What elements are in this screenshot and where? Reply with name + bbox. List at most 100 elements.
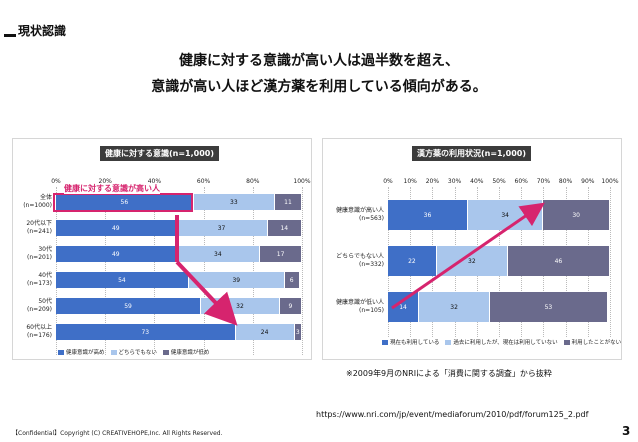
bar-segment: 32 [419, 292, 491, 322]
bar-segment: 9 [279, 298, 302, 314]
bar-segment: 33 [193, 194, 275, 210]
category-name: 60代以上 [26, 324, 52, 331]
axis-tick-label: 60% [514, 178, 528, 185]
bar-segment: 14 [267, 220, 302, 236]
axis-tick-label: 20% [98, 178, 112, 185]
category-label: 40代 (n=173) [12, 272, 52, 288]
gridline [154, 187, 156, 355]
legend-item: 過去に利用したが、現在は利用していない [445, 338, 558, 346]
bar-segment: 22 [388, 246, 437, 276]
bar-segment: 56 [56, 194, 194, 210]
axis-tick-label: 0% [383, 178, 393, 185]
legend-text: 健康意識が高め [66, 350, 105, 356]
axis-tick-label: 70% [536, 178, 551, 185]
axis-tick-label: 40% [470, 178, 484, 185]
axis-tick-label: 50% [492, 178, 506, 185]
axis-tick-label: 90% [581, 178, 595, 185]
category-label: 20代以下 (n=241) [12, 220, 52, 236]
stacked-bar: 49 34 17 [56, 246, 302, 262]
gridline [302, 187, 303, 355]
legend-swatch [162, 350, 169, 355]
left-chart-frame [12, 138, 312, 360]
axis-tick-label: 100% [293, 178, 311, 185]
bar-segment: 37 [176, 220, 268, 236]
bar-segment: 11 [274, 194, 302, 210]
legend-swatch [382, 340, 388, 345]
bar-segment: 34 [176, 246, 261, 262]
axis-tick-label: 30% [447, 178, 462, 185]
stacked-bar: 73 24 3 [56, 324, 302, 340]
category-n: (n=201) [27, 254, 52, 261]
arrow-left [175, 260, 238, 326]
legend-text: 利用したことがない [571, 340, 622, 346]
legend-swatch [110, 350, 117, 355]
category-label: 30代 (n=201) [12, 246, 52, 262]
footnote: ※2009年9月のNRIによる「消費に関する調査」から抜粋 [346, 369, 552, 378]
source-url[interactable]: https://www.nri.com/jp/event/mediaforum/… [316, 410, 589, 419]
bar-segment: 6 [284, 272, 300, 288]
category-n: (n=332) [359, 261, 384, 268]
annotation-label: 健康に対する意識が高い人 [64, 183, 160, 194]
gridline [203, 187, 205, 355]
legend-text: どちらでもない [118, 350, 157, 356]
bar-segment: 3 [294, 324, 302, 340]
headline-line-2: 意識が高い人ほど漢方薬を利用している傾向がある。 [151, 79, 487, 95]
bar-segment: 59 [56, 298, 202, 314]
section-title: 現状認識 [18, 24, 67, 38]
bar-segment: 30 [543, 200, 610, 230]
axis-tick-label: 80% [558, 178, 573, 185]
category-name: 20代以下 [26, 220, 52, 227]
highlight-box [53, 193, 193, 212]
category-label: 全体 (n=1000) [12, 194, 52, 210]
stacked-bar: 54 39 6 [56, 272, 302, 288]
category-name: 30代 [38, 246, 52, 253]
legend-swatch [445, 340, 452, 345]
legend-swatch [58, 350, 64, 355]
axis-tick-label: 20% [425, 178, 440, 185]
section-marker [4, 34, 16, 37]
axis-tick-label: 10% [403, 178, 417, 185]
stacked-bar: 22 32 46 [388, 246, 610, 276]
category-label: 健康意識が低い人 (n=105) [322, 299, 384, 315]
category-label: 健康意識が高い人 (n=563) [322, 207, 384, 223]
category-name: 全体 [39, 194, 52, 201]
axis-tick-label: 40% [147, 178, 162, 185]
category-n: (n=209) [27, 306, 52, 313]
legend-item: 健康意識が低め [162, 348, 209, 356]
category-label: 50代 (n=209) [12, 298, 52, 314]
bar-segment: 53 [490, 292, 608, 322]
axis-tick-label: 60% [196, 178, 211, 185]
legend-text: 過去に利用したが、現在は利用していない [453, 340, 558, 346]
left-chart-title: 健康に対する意識(n=1,000) [100, 146, 220, 161]
axis-tick-label: 80% [246, 178, 260, 185]
category-name: 50代 [38, 298, 52, 305]
bar-segment: 46 [507, 246, 610, 276]
category-n: (n=176) [27, 332, 52, 339]
bar-segment: 24 [235, 324, 295, 340]
bar-segment: 36 [388, 200, 468, 230]
category-n: (n=1000) [23, 202, 52, 209]
bar-segment: 73 [56, 324, 236, 340]
category-name: 健康意識が高い人 [335, 207, 384, 214]
bar-segment: 39 [188, 272, 285, 288]
legend-swatch [563, 340, 570, 345]
chart-legend: 現在も利用している 過去に利用したが、現在は利用していない 利用したことがない [382, 338, 621, 346]
legend-item: 利用したことがない [563, 338, 622, 346]
legend-item: どちらでもない [110, 348, 157, 356]
gridline [56, 187, 57, 355]
bar-segment: 17 [260, 246, 302, 262]
category-n: (n=563) [359, 215, 384, 222]
confidential-notice: 【Confidential】Copyright (C) CREATIVEHOPE… [12, 430, 223, 437]
category-n: (n=173) [27, 280, 52, 287]
axis-tick-label: 100% [601, 178, 619, 185]
axis-tick-label: 0% [51, 178, 61, 185]
category-name: 健康意識が低い人 [335, 299, 384, 306]
stacked-bar: 14 32 53 [388, 292, 610, 322]
category-label: 60代以上 (n=176) [12, 324, 52, 340]
gridline [252, 187, 254, 355]
gridline [610, 187, 611, 337]
category-name: どちらでもない人 [336, 253, 384, 260]
right-chart-frame [322, 138, 622, 360]
bar-segment: 54 [56, 272, 189, 288]
